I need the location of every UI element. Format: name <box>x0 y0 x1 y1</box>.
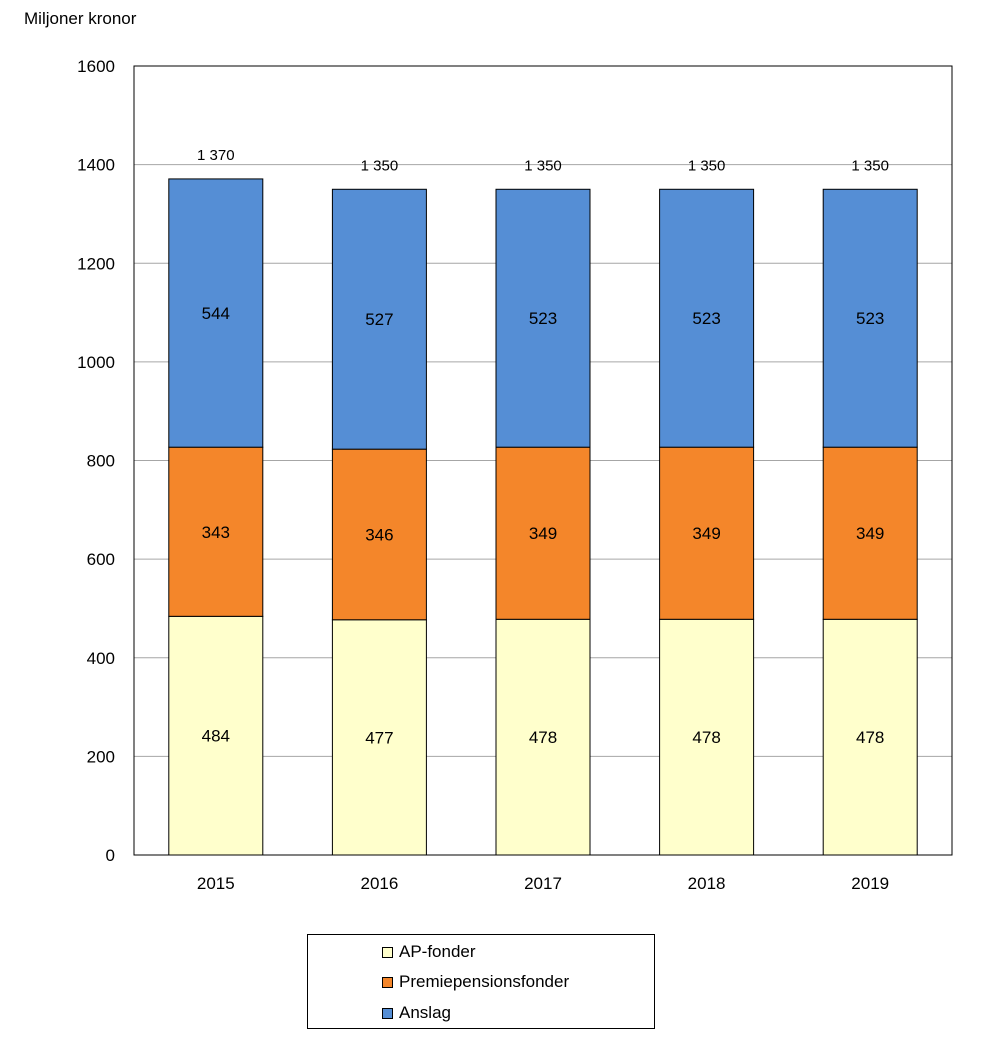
data-labels: 484 343 544 1 370 477 346 527 1 350 478 349 523 1 3… <box>197 147 889 747</box>
data-label-ap-fonder-2016: 477 <box>365 728 393 747</box>
data-label-premiepensionsfonder-2016: 346 <box>365 525 393 544</box>
bar-ap-fonder-2019 <box>822 618 918 856</box>
legend-label-ap-fonder: AP-fonder <box>399 942 476 961</box>
legend-item-premiepensionsfonder: Premiepensionsfonder <box>382 971 569 993</box>
bar-premiepensionsfonder-2017 <box>495 446 591 620</box>
y-tick-label: 1600 <box>77 57 115 76</box>
data-label-anslag-2015: 544 <box>202 304 230 323</box>
y-axis-label: Miljoner kronor <box>24 9 137 28</box>
data-label-anslag-2018: 523 <box>692 309 720 328</box>
legend-swatch-premiepensionsfonder <box>382 976 393 988</box>
x-tick-label-2015: 2015 <box>197 874 235 893</box>
axes: 0 200 400 600 800 1000 1200 1400 1600 2015 2016 201… <box>77 57 953 893</box>
y-tick-label: 400 <box>87 649 115 668</box>
data-label-premiepensionsfonder-2018: 349 <box>692 524 720 543</box>
data-label-premiepensionsfonder-2019: 349 <box>856 524 884 543</box>
y-tick-label: 1200 <box>77 254 115 273</box>
y-tick-label: 1000 <box>77 353 115 372</box>
y-tick-label: 0 <box>106 846 115 865</box>
data-label-anslag-2019: 523 <box>856 309 884 328</box>
y-tick-label: 1400 <box>77 156 115 175</box>
data-label-ap-fonder-2018: 478 <box>692 728 720 747</box>
legend-swatch-ap-fonder <box>382 946 393 958</box>
bar-premiepensionsfonder-2015 <box>168 446 264 617</box>
y-tick-label: 600 <box>87 550 115 569</box>
data-label-premiepensionsfonder-2015: 343 <box>202 523 230 542</box>
bar-ap-fonder-2018 <box>659 618 755 856</box>
x-tick-label-2018: 2018 <box>688 874 726 893</box>
total-label-2015: 1 370 <box>197 147 235 164</box>
x-tick-label-2019: 2019 <box>851 874 889 893</box>
bar-anslag-2017 <box>495 188 591 448</box>
data-label-ap-fonder-2017: 478 <box>529 728 557 747</box>
legend-label-anslag: Anslag <box>399 1003 451 1022</box>
bar-ap-fonder-2016 <box>331 619 427 856</box>
total-label-2019: 1 350 <box>851 157 889 174</box>
legend-swatch-anslag <box>382 1007 393 1019</box>
plot-area-border <box>133 65 953 856</box>
data-label-anslag-2017: 523 <box>529 309 557 328</box>
legend-label-premiepensionsfonder: Premiepensionsfonder <box>399 972 570 991</box>
data-label-ap-fonder-2015: 484 <box>202 727 230 746</box>
bar-anslag-2019 <box>822 188 918 448</box>
data-label-ap-fonder-2019: 478 <box>856 728 884 747</box>
legend: AP-fonder Premiepensionsfonder Anslag <box>307 934 655 1029</box>
bar-premiepensionsfonder-2016 <box>331 448 427 621</box>
bars <box>168 178 918 856</box>
data-label-premiepensionsfonder-2017: 349 <box>529 524 557 543</box>
bar-anslag-2015 <box>168 178 264 448</box>
bar-ap-fonder-2017 <box>495 618 591 856</box>
total-label-2018: 1 350 <box>688 157 726 174</box>
legend-item-anslag: Anslag <box>382 1002 451 1024</box>
y-tick-label: 200 <box>87 747 115 766</box>
bar-premiepensionsfonder-2018 <box>659 446 755 620</box>
x-tick-label-2017: 2017 <box>524 874 562 893</box>
bar-anslag-2018 <box>659 188 755 448</box>
data-label-anslag-2016: 527 <box>365 310 393 329</box>
total-label-2016: 1 350 <box>361 157 399 174</box>
x-tick-label-2016: 2016 <box>360 874 398 893</box>
legend-item-ap-fonder: AP-fonder <box>382 941 476 963</box>
bar-anslag-2016 <box>331 188 427 450</box>
total-label-2017: 1 350 <box>524 157 562 174</box>
y-tick-label: 800 <box>87 452 115 471</box>
bar-premiepensionsfonder-2019 <box>822 446 918 620</box>
